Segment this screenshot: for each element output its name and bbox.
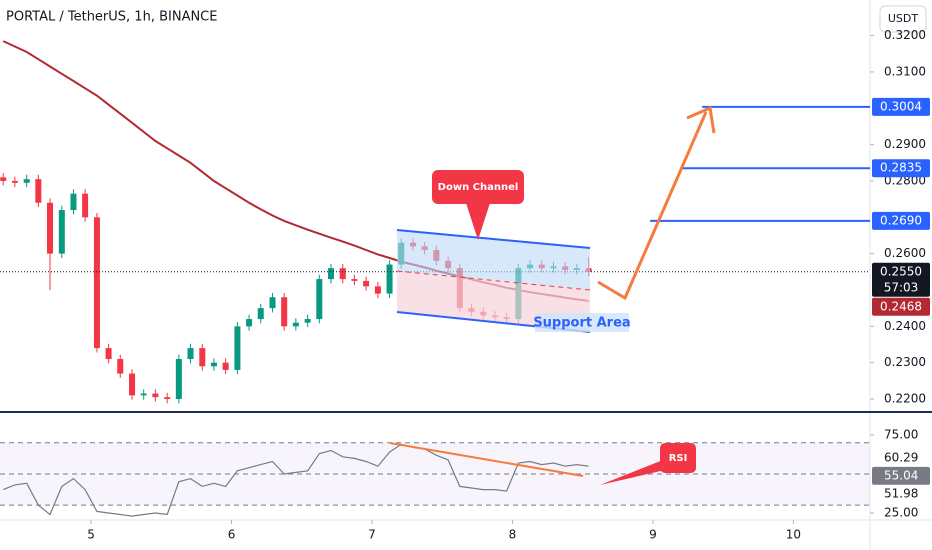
candle-body	[58, 210, 65, 254]
channel-upper-fill	[397, 230, 590, 290]
y-tick-label: 0.2600	[884, 246, 926, 260]
forecast-arrow	[597, 111, 708, 301]
callout-box	[432, 170, 524, 204]
candle-body	[281, 297, 288, 327]
x-tick-label: 5	[87, 528, 95, 542]
countdown: 57:03	[884, 280, 919, 294]
candle-body	[129, 373, 136, 396]
candle-body	[363, 280, 370, 287]
candle-body	[35, 179, 42, 203]
y-tick-label: 25.00	[884, 505, 918, 519]
y-tick-label: 0.2400	[884, 319, 926, 333]
rsi-value-tag	[872, 466, 930, 485]
rsi-band-fill	[0, 442, 870, 506]
candle-body	[327, 268, 334, 280]
price-tag	[872, 159, 930, 178]
callout-box	[660, 443, 696, 473]
channel-line	[396, 229, 591, 249]
rsi-value-label: 51.98	[884, 486, 918, 500]
callout-pointer	[466, 203, 490, 240]
candle-body	[23, 179, 30, 183]
y-tick-label: 0.3100	[884, 64, 926, 78]
candle-body	[269, 297, 276, 309]
candle-body	[316, 279, 323, 320]
chart-title: PORTAL / TetherUS, 1h, BINANCE	[6, 10, 217, 25]
candle-body	[386, 264, 393, 294]
drawings: Down Channel Support Area RSI	[389, 105, 716, 485]
candle-body	[164, 397, 171, 399]
x-tick-label: 10	[786, 528, 801, 542]
x-tick-label: 6	[228, 528, 236, 542]
candle-body	[374, 286, 381, 294]
y-tick-label: 0.2900	[884, 137, 926, 151]
candle-body	[187, 348, 194, 360]
price-tag-label: 0.2690	[880, 213, 922, 227]
candle-body	[351, 279, 358, 281]
rsi-trendline	[389, 442, 584, 477]
candle-body	[210, 362, 217, 367]
candle-body	[82, 193, 89, 218]
annotation-text: Down Channel	[438, 182, 519, 193]
price-tag	[872, 297, 930, 316]
candle-body	[152, 393, 159, 398]
candle-body	[246, 319, 253, 327]
candle-body	[304, 319, 311, 323]
candle-body	[93, 217, 100, 349]
y-tick-label: 0.2200	[884, 391, 926, 405]
candle-body	[257, 308, 264, 320]
x-tick-label: 8	[509, 528, 517, 542]
price-tag-label: 0.2550	[880, 264, 922, 278]
candle-body	[105, 348, 112, 360]
rsi-line	[2, 443, 589, 517]
x-tick-label: 9	[649, 528, 657, 542]
currency-box	[879, 5, 927, 33]
rsi-value-tag	[872, 484, 930, 503]
candle-body	[0, 177, 7, 181]
candle-body	[47, 202, 54, 254]
price-tag	[872, 262, 930, 297]
candle-body	[222, 362, 229, 370]
rsi-value-label: 60.29	[884, 450, 918, 464]
price-tag-label: 0.2835	[880, 161, 922, 175]
y-tick-label: 75.00	[884, 427, 918, 441]
currency-label: USDT	[888, 12, 919, 25]
x-tick-label: 7	[368, 528, 376, 542]
y-tick-label: 0.3200	[884, 28, 926, 42]
candle-body	[339, 268, 346, 280]
label-background	[535, 313, 629, 332]
candle-body	[11, 180, 18, 183]
candle-body	[199, 348, 206, 367]
callout-pointer	[600, 458, 668, 485]
candle-body	[140, 393, 147, 396]
annotation-text: RSI	[669, 453, 688, 464]
rsi-value-label: 55.04	[884, 468, 918, 482]
annotation-text: Support Area	[533, 316, 630, 331]
candle-body	[70, 193, 77, 211]
price-tag-label: 0.2468	[880, 299, 922, 313]
candle-body	[234, 326, 241, 370]
price-tag	[872, 97, 930, 116]
arrow-head	[686, 105, 716, 134]
rsi-value-tag	[872, 448, 930, 467]
price-tag-label: 0.3004	[880, 99, 922, 113]
y-tick-label: 0.2300	[884, 355, 926, 369]
candle-body	[175, 359, 182, 399]
candle-body	[117, 359, 124, 374]
price-tag	[872, 211, 930, 230]
candle-body	[292, 322, 299, 327]
